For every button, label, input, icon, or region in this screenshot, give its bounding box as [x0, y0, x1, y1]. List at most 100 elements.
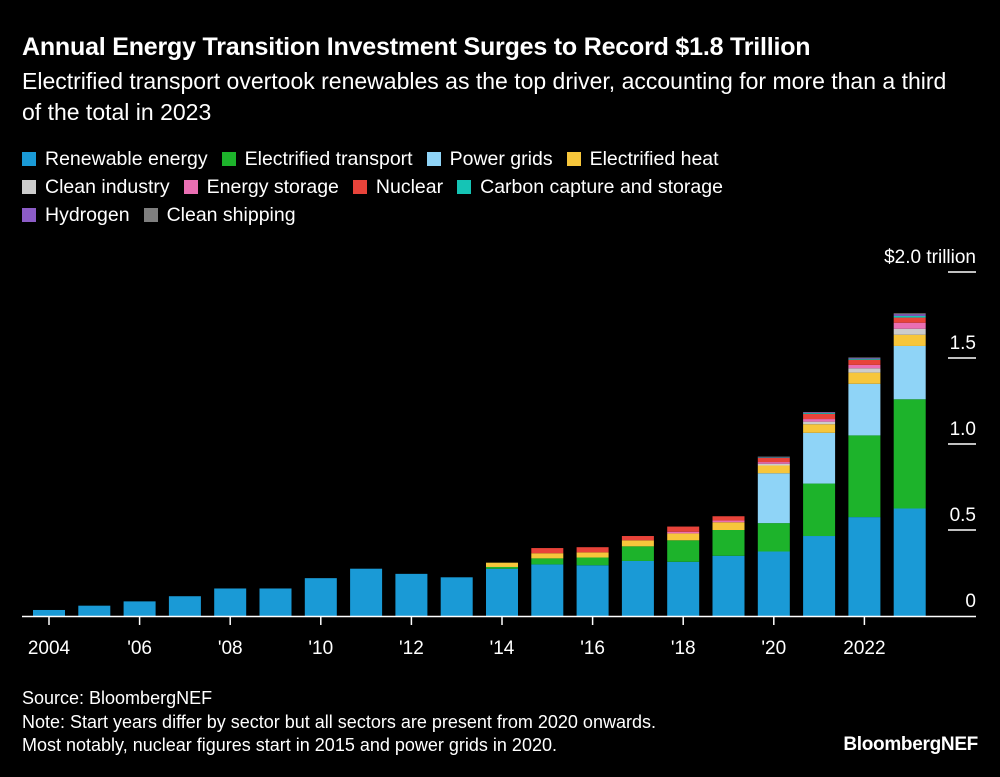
legend-item: Electrified transport [221, 145, 413, 173]
bar-segment [848, 358, 881, 360]
legend-swatch [457, 180, 472, 194]
legend-row: Hydrogen Clean shipping [22, 201, 922, 229]
bar-segment [395, 573, 428, 616]
legend-swatch [22, 152, 36, 166]
legend-item: Renewable energy [22, 145, 208, 173]
y-tick-label: 0.5 [950, 505, 976, 526]
chart-subtitle: Electrified transport overtook renewable… [22, 68, 947, 125]
brand-logo: BloombergNEF [843, 734, 978, 755]
bar-segment [848, 517, 881, 616]
bar-segment [803, 536, 836, 616]
bar-segment [712, 530, 745, 556]
bar-segment [893, 508, 926, 616]
legend-label: Hydrogen [45, 204, 130, 226]
x-tick-label: '10 [308, 638, 333, 659]
x-tick-label: '16 [580, 638, 605, 659]
y-tick-label: 0 [965, 591, 976, 612]
x-tick-label: '14 [490, 638, 515, 659]
bar-segment [440, 577, 473, 616]
bar-segment [803, 421, 836, 425]
bar-segment [803, 483, 836, 537]
legend-label: Power grids [449, 148, 553, 170]
bar-segment [757, 457, 790, 458]
bar-segment [486, 566, 518, 569]
legend-item: Clean industry [22, 173, 170, 201]
bar-segment [168, 596, 201, 616]
legend-item: Nuclear [352, 173, 443, 201]
note-text-line-1: Note: Start years differ by sector but a… [22, 711, 656, 732]
legend-item: Clean shipping [143, 201, 296, 229]
x-tick-label: '18 [671, 638, 696, 659]
bar-segment [803, 419, 836, 422]
bar-segment [621, 546, 654, 561]
legend-swatch [143, 208, 158, 222]
bar-segment [304, 578, 337, 616]
bar-segment [667, 526, 700, 532]
bar-segment [848, 383, 881, 436]
x-tick-label: '12 [399, 638, 424, 659]
legend-item: Energy storage [183, 173, 339, 201]
y-tick-label: $2.0 trillion [884, 247, 976, 268]
bar-segment [893, 315, 926, 318]
chart-title: Annual Energy Transition Investment Surg… [22, 33, 811, 61]
bar-segment [757, 473, 790, 524]
bar-segment [667, 540, 700, 562]
stacked-bar-chart: 0 0.5 1.0 1.5 $2.0 trillion 2004 '06 '08 '10 '12 '… [22, 247, 976, 659]
legend-label: Energy storage [206, 176, 339, 198]
bar-segment [576, 547, 609, 553]
y-tick-label: 1.5 [950, 333, 976, 354]
bar-segment [531, 548, 564, 554]
bar-segment [848, 357, 881, 358]
bar-segment [576, 557, 609, 566]
bar-segment [757, 551, 790, 616]
bar-segment [848, 368, 881, 373]
bar-segment [893, 328, 926, 335]
bar-segment [803, 413, 836, 420]
legend-label: Clean industry [45, 176, 170, 198]
bar-segment [667, 561, 700, 616]
bar-segment [576, 552, 609, 558]
bar-segment [893, 322, 926, 329]
bar-segment [848, 358, 881, 359]
legend-swatch [183, 180, 198, 194]
bar-segment [78, 605, 111, 616]
x-tick-label: '06 [127, 638, 152, 659]
source-text: Source: BloombergNEF [22, 688, 213, 708]
bar-segment [893, 314, 926, 316]
bar-segment [259, 588, 292, 616]
legend-item: Carbon capture and storage [457, 173, 723, 201]
bar-segment [621, 560, 654, 616]
bar-segment [803, 432, 836, 484]
legend-swatch [22, 208, 36, 222]
bar-segment [621, 540, 654, 547]
bar-segment [667, 533, 700, 541]
bar-segment [848, 372, 881, 384]
bar-segment [893, 399, 926, 509]
bar-segment [531, 564, 564, 616]
bar-segment [486, 562, 518, 567]
bar-segment [531, 558, 564, 565]
bar-segment [123, 601, 156, 616]
chart-footer: Source: BloombergNEF Note: Start years d… [22, 687, 656, 758]
bar-segment [621, 536, 654, 541]
bar-segment [848, 364, 881, 369]
bar-segment [531, 553, 564, 559]
chart-legend: Renewable energy Electrified transport Pow… [22, 145, 922, 229]
bar-segment [848, 435, 881, 518]
legend-item: Electrified heat [566, 145, 719, 173]
bar-segment [757, 523, 790, 552]
x-tick-label: '08 [218, 638, 243, 659]
legend-item: Hydrogen [22, 201, 130, 229]
bar-segment [667, 531, 700, 534]
x-tick-label: '20 [761, 638, 786, 659]
bar-segment [893, 334, 926, 346]
bar-segment [712, 516, 745, 521]
bar-segment [893, 313, 926, 315]
bar-segment [757, 457, 790, 463]
bar-segment [803, 413, 836, 414]
bar-segment [757, 462, 790, 464]
legend-label: Electrified heat [589, 148, 719, 170]
bar-segment [803, 424, 836, 433]
bar-segment [214, 588, 247, 616]
legend-swatch [426, 152, 441, 166]
